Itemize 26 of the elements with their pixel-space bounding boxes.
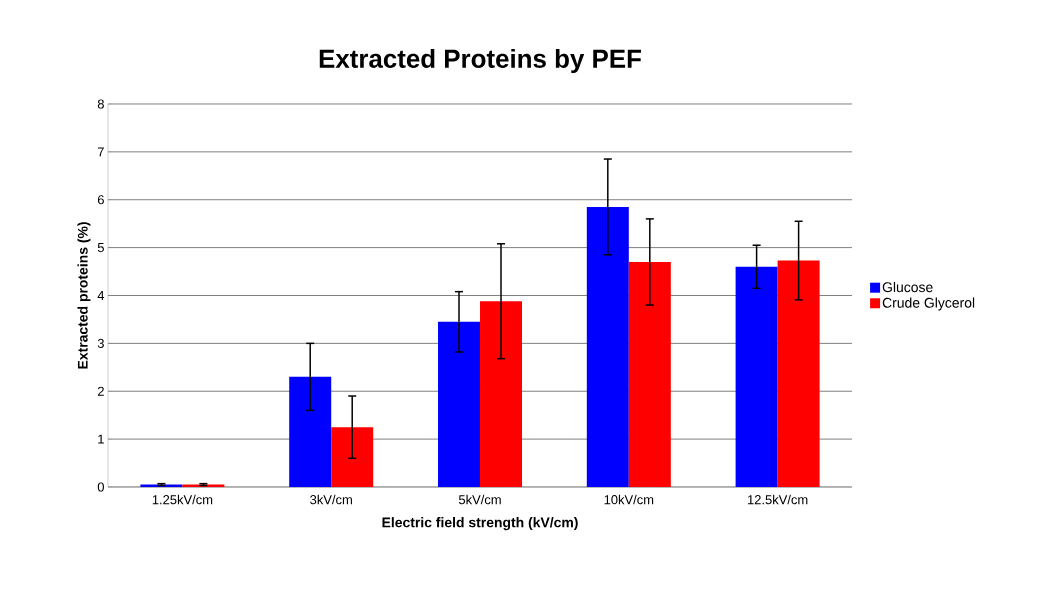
chart-title: Extracted Proteins by PEF: [319, 48, 641, 74]
y-tick-label: 5: [97, 243, 104, 253]
y-axis-title: Extracted proteins (%): [77, 222, 91, 369]
x-tick-label: 1.25kV/cm: [152, 494, 213, 505]
y-tick-label: 8: [97, 99, 104, 109]
y-tick-label: 6: [97, 195, 104, 205]
y-tick-label: 1: [98, 434, 104, 444]
y-tick-label: 7: [97, 147, 104, 157]
y-tick-label: 4: [97, 291, 105, 300]
y-tick-label: 2: [97, 386, 104, 396]
x-tick-label: 10kV/cm: [604, 494, 654, 505]
bar: [586, 206, 629, 487]
bar: [480, 301, 523, 487]
x-axis-title: Electric field strength (kV/cm): [382, 517, 578, 531]
bar: [438, 321, 481, 487]
x-tick-label: 12.5kV/cm: [748, 494, 808, 505]
bar: [289, 376, 332, 487]
y-tick-label: 0: [97, 482, 104, 492]
y-tick-label: 3: [97, 338, 104, 348]
legend-label: Glucose: [882, 281, 933, 293]
x-tick-label: 5kV/cm: [458, 494, 501, 505]
bar: [735, 266, 778, 487]
x-tick-label: 3kV/cm: [310, 494, 352, 505]
legend-label: Crude Glycerol: [882, 297, 975, 311]
bar: [777, 260, 820, 487]
bar: [628, 261, 671, 487]
